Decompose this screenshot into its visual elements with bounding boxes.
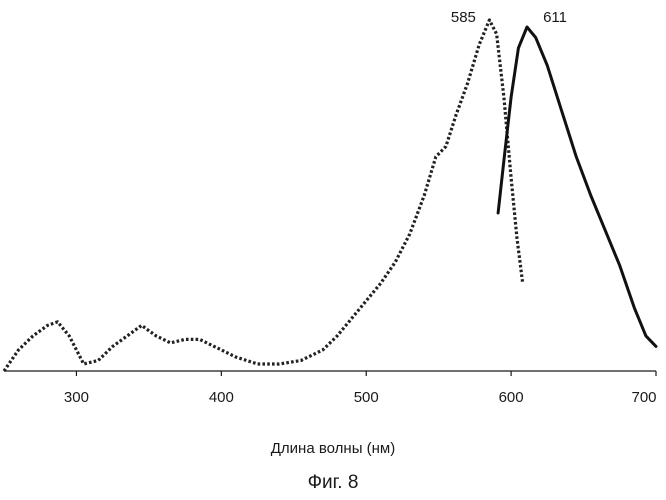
x-tick-label: 600 — [499, 389, 524, 406]
x-tick-label: 300 — [64, 389, 89, 406]
x-axis-title: Длина волны (нм) — [0, 440, 666, 457]
peak-label-611: 611 — [543, 9, 567, 26]
series-line-1 — [4, 20, 523, 371]
x-axis-ticks — [76, 371, 656, 376]
plot-lines — [4, 20, 656, 371]
x-tick-label: 400 — [209, 389, 234, 406]
x-axis-tick-labels: 300 400 500 600 700 — [64, 389, 657, 406]
peak-labels: 585 611 — [451, 9, 567, 26]
figure-caption: Фиг. 8 — [0, 472, 666, 494]
peak-label-585: 585 — [451, 9, 476, 26]
x-tick-label: 500 — [354, 389, 379, 406]
series-line-2 — [498, 27, 656, 346]
x-tick-label: 700 — [631, 389, 656, 406]
